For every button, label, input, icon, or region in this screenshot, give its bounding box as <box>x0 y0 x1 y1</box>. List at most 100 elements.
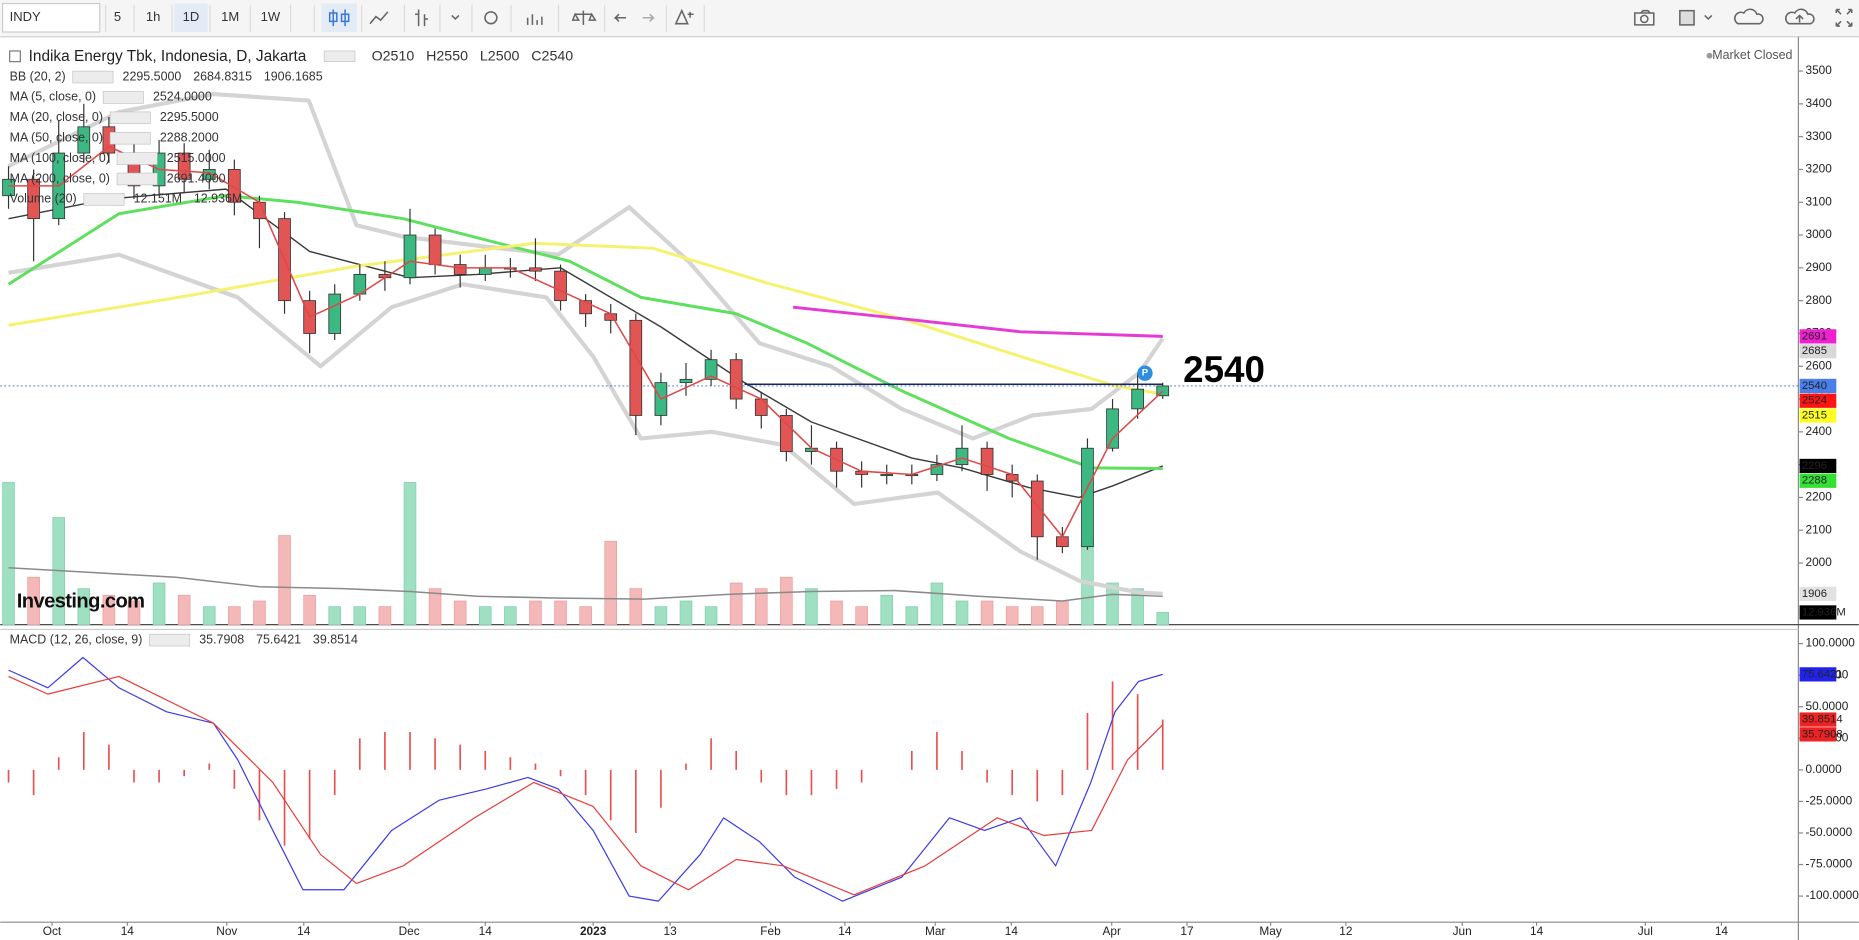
price-badge <box>1799 727 1837 742</box>
symbol-box[interactable] <box>1 2 101 33</box>
status-dot <box>1706 52 1713 59</box>
volume-bar <box>328 606 342 626</box>
volume-bar <box>202 606 216 626</box>
legend-icons[interactable] <box>102 91 144 104</box>
volume-bar <box>554 600 567 626</box>
legend-value: 2288.2000 <box>160 130 219 144</box>
legend-value: 35.7908 <box>199 632 244 646</box>
volume-bar <box>1106 582 1119 626</box>
dropdown-icon[interactable] <box>451 14 460 21</box>
candle-body <box>1156 385 1170 397</box>
y-tick-label: -75.0000 <box>1805 857 1852 871</box>
interval-active-bg[interactable] <box>174 3 208 33</box>
layout-dropdown[interactable] <box>1704 14 1713 21</box>
candle-body <box>955 447 969 466</box>
volume-bar <box>2 482 15 626</box>
cloud-load-icon[interactable] <box>1734 8 1764 25</box>
volume-bar <box>253 600 266 626</box>
legend-name[interactable]: MA (50, close, 0) <box>10 130 103 144</box>
price-badge <box>1799 667 1837 682</box>
y-tick-label: 50.0000 <box>1805 699 1848 713</box>
x-tick-label: Dec <box>399 924 420 938</box>
legend-icons[interactable] <box>72 70 114 84</box>
marker[interactable] <box>1137 365 1153 381</box>
interval-button[interactable]: 1h <box>146 9 160 24</box>
price-badge-label: 35.7908 <box>1802 728 1843 740</box>
settings-icon[interactable] <box>484 11 498 25</box>
candle-body <box>2 178 15 197</box>
candle-body <box>177 152 191 180</box>
y-tick-label: 100.0000 <box>1805 636 1855 650</box>
fullscreen-icon[interactable] <box>1835 8 1853 27</box>
redo-icon[interactable] <box>642 13 656 22</box>
legend-name[interactable]: BB (20, 2) <box>10 69 66 83</box>
indicator-line <box>8 252 1163 596</box>
volume-bar <box>780 576 793 626</box>
x-tick-label: 14 <box>1715 924 1729 938</box>
price-badge <box>1799 408 1837 423</box>
volume-bar <box>1156 612 1170 626</box>
collapse-icon[interactable] <box>9 50 21 63</box>
legend-name[interactable]: MA (5, close, 0) <box>10 90 96 104</box>
legend-icons[interactable] <box>116 152 158 165</box>
interval-button[interactable]: 1D <box>183 9 200 24</box>
undo-icon[interactable] <box>613 13 627 22</box>
marker-label[interactable]: P <box>1142 368 1148 379</box>
compare-icon[interactable] <box>571 10 597 25</box>
legend-icons[interactable] <box>149 633 191 647</box>
y-tick-label: -100.0000 <box>1805 888 1859 902</box>
legend-name[interactable]: MA (200, close, 0) <box>10 171 110 185</box>
candle-type-button[interactable] <box>321 3 357 33</box>
indicator-line <box>8 145 1164 538</box>
legend-name[interactable]: Volume (20) <box>10 192 77 206</box>
macd-line <box>8 656 1163 902</box>
legend-icons[interactable] <box>109 111 151 125</box>
legend-icons[interactable] <box>323 50 356 62</box>
x-tick-label: 14 <box>1530 924 1544 938</box>
y-tick-label: 3100 <box>1805 194 1832 208</box>
candle-body <box>880 474 894 477</box>
indicator-line <box>792 305 1163 338</box>
volume-bar <box>1131 588 1144 626</box>
volume-ma-line <box>8 567 1163 602</box>
legend-value: 12.151M <box>134 192 182 206</box>
volume-bar <box>529 600 542 626</box>
draw-icon[interactable] <box>415 9 429 27</box>
volume-bar <box>880 594 894 626</box>
legend-icons[interactable] <box>83 193 125 206</box>
legend-value: 39.8514 <box>313 632 358 646</box>
line-icon[interactable] <box>369 11 389 25</box>
volume-bar <box>504 606 517 626</box>
legend-icons[interactable] <box>109 131 151 145</box>
symbol[interactable]: INDY <box>10 9 41 24</box>
layout-icon[interactable] <box>1679 9 1695 26</box>
price-badge-label: 2288 <box>1802 475 1827 487</box>
snapshot-icon[interactable] <box>1634 9 1655 26</box>
legend-name[interactable]: MA (20, close, 0) <box>10 110 103 124</box>
volume-bar <box>754 588 768 626</box>
y-tick-label: 3200 <box>1805 162 1832 176</box>
volume-bar <box>654 606 668 626</box>
legend-value: 2295.5000 <box>160 110 219 124</box>
alert-icon[interactable] <box>674 8 694 25</box>
legend-icons[interactable] <box>116 172 158 186</box>
volume-bar <box>1005 606 1019 626</box>
price-badge-label: 2691 <box>1802 330 1827 342</box>
interval-button[interactable]: 1W <box>261 9 281 24</box>
interval-button[interactable]: 1M <box>221 9 239 24</box>
legend-name[interactable]: MA (100, close, 0) <box>10 151 110 165</box>
legend-name[interactable]: MACD (12, 26, close, 9) <box>10 632 143 646</box>
interval-button[interactable]: 5 <box>114 9 121 24</box>
candle-body <box>27 178 40 220</box>
candle-body <box>704 359 718 380</box>
candle-icon <box>328 9 350 27</box>
indicator-line <box>7 91 1165 441</box>
logo: Investing.com <box>17 590 145 612</box>
y-tick-label: 2800 <box>1805 293 1832 307</box>
indicator-icon[interactable] <box>526 14 543 25</box>
candle-body <box>554 270 567 302</box>
y-tick-label: 2400 <box>1805 424 1832 438</box>
cloud-save-icon[interactable] <box>1785 8 1815 25</box>
